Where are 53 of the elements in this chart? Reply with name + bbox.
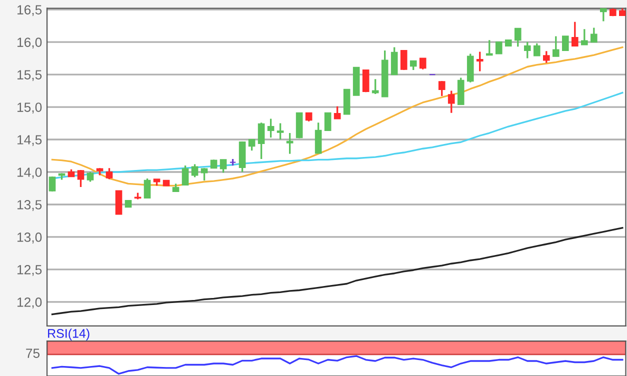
y-tick-label: 15,5 bbox=[17, 70, 42, 82]
candlestick bbox=[248, 138, 256, 152]
candlestick bbox=[514, 28, 522, 48]
line-series bbox=[51, 46, 624, 186]
y-tick-label: 14,0 bbox=[17, 168, 42, 178]
candlestick bbox=[533, 42, 540, 57]
candlestick bbox=[372, 78, 379, 95]
y-tick-label: 15,0 bbox=[17, 102, 42, 114]
candlestick bbox=[542, 50, 550, 64]
candlestick bbox=[48, 176, 56, 192]
candlestick bbox=[581, 28, 588, 46]
candlestick bbox=[600, 8, 607, 22]
candlestick bbox=[448, 90, 455, 114]
candlestick bbox=[182, 164, 189, 186]
candlestick bbox=[486, 39, 493, 56]
candlestick bbox=[200, 167, 208, 182]
y-tick-label: 16,0 bbox=[17, 38, 42, 49]
y-tick-label: 16,5 bbox=[17, 5, 42, 16]
candlestick bbox=[220, 158, 227, 174]
candlestick bbox=[419, 57, 426, 70]
candlestick bbox=[552, 35, 560, 58]
candlestick bbox=[106, 167, 113, 180]
y-tick-label: 12,0 bbox=[17, 298, 42, 308]
candlestick bbox=[286, 132, 294, 155]
candlestick bbox=[191, 163, 198, 178]
candlestick bbox=[86, 171, 94, 183]
candlestick bbox=[562, 36, 569, 52]
candlestick bbox=[590, 26, 598, 43]
text: 75 bbox=[26, 348, 40, 358]
candlestick bbox=[267, 118, 274, 138]
y-tick-label: 13,5 bbox=[17, 200, 42, 211]
chart-title: RSI(14) bbox=[48, 328, 90, 340]
candlestick bbox=[258, 122, 265, 160]
candlestick bbox=[314, 122, 322, 154]
candlestick bbox=[276, 122, 284, 140]
candlestick bbox=[476, 50, 484, 72]
candlestick bbox=[390, 46, 398, 76]
candlestick bbox=[410, 60, 417, 71]
y-tick-label: 14,5 bbox=[17, 135, 42, 146]
y-tick-label: 12,5 bbox=[17, 265, 42, 276]
candlestick bbox=[524, 41, 531, 60]
candlestick bbox=[77, 169, 84, 188]
candlestick bbox=[438, 80, 446, 97]
y-tick-label: 13,0 bbox=[17, 232, 42, 244]
candlestick bbox=[362, 69, 370, 93]
candlestick bbox=[495, 42, 502, 54]
candlestick bbox=[334, 106, 341, 120]
candlestick bbox=[400, 50, 408, 71]
line-series bbox=[51, 227, 624, 316]
candlestick bbox=[572, 21, 578, 47]
candlestick bbox=[115, 190, 122, 215]
candlestick bbox=[144, 178, 151, 199]
candlestick bbox=[324, 112, 332, 131]
